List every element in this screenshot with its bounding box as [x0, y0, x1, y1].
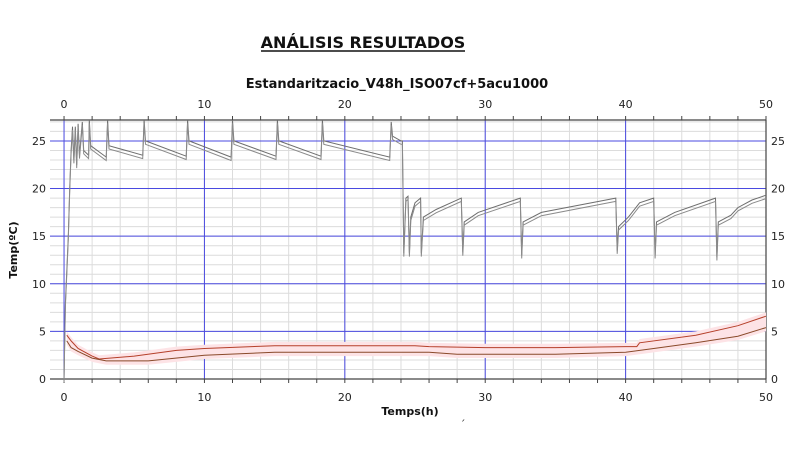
x-tick-label-bottom: 10	[197, 391, 211, 404]
x-axis-label: Temps(h)	[381, 405, 438, 418]
x-tick-label-bottom: 40	[619, 391, 633, 404]
x-tick-label-bottom: 0	[61, 391, 68, 404]
series-line-grey-2	[63, 123, 767, 383]
x-tick-label-bottom: 30	[478, 391, 492, 404]
x-tick-label-top: 20	[338, 98, 352, 111]
y-tick-label-right: 15	[771, 230, 785, 243]
x-tick-label-top: 0	[61, 98, 68, 111]
y-tick-label-right: 25	[771, 135, 785, 148]
y-tick-label-left: 10	[32, 278, 46, 291]
y-tick-label-left: 5	[39, 325, 46, 338]
red-series-band	[66, 312, 767, 365]
x-tick-label-bottom: 50	[759, 391, 773, 404]
y-tick-label-left: 15	[32, 230, 46, 243]
y-tick-label-right: 10	[771, 278, 785, 291]
y-tick-label-left: 20	[32, 183, 46, 196]
page-title: ANÁLISIS RESULTADOS	[261, 33, 466, 52]
x-tick-label-top: 40	[619, 98, 633, 111]
y-tick-label-right: 20	[771, 183, 785, 196]
series-line-red-upper	[66, 315, 767, 360]
chart-title: Estandaritzacio_V48h_ISO07cf+5acu1000	[246, 77, 548, 92]
x-tick-label-bottom: 20	[338, 391, 352, 404]
stray-mark: ´	[460, 418, 466, 431]
plot-area: 0 0 10 10 20 20 30 30 40 40 50 50 0 0 5 5 10 10 15 15 20 20 25…	[32, 98, 785, 404]
x-tick-label-top: 30	[478, 98, 492, 111]
y-tick-label-right: 5	[771, 325, 778, 338]
x-tick-label-top: 10	[197, 98, 211, 111]
y-tick-label-left: 25	[32, 135, 46, 148]
y-tick-label-right: 0	[771, 373, 778, 386]
y-axis-label: Temp(ºC)	[7, 221, 20, 278]
y-tick-label-left: 0	[39, 373, 46, 386]
x-tick-label-top: 50	[759, 98, 773, 111]
series-line-red-lower	[66, 327, 767, 362]
